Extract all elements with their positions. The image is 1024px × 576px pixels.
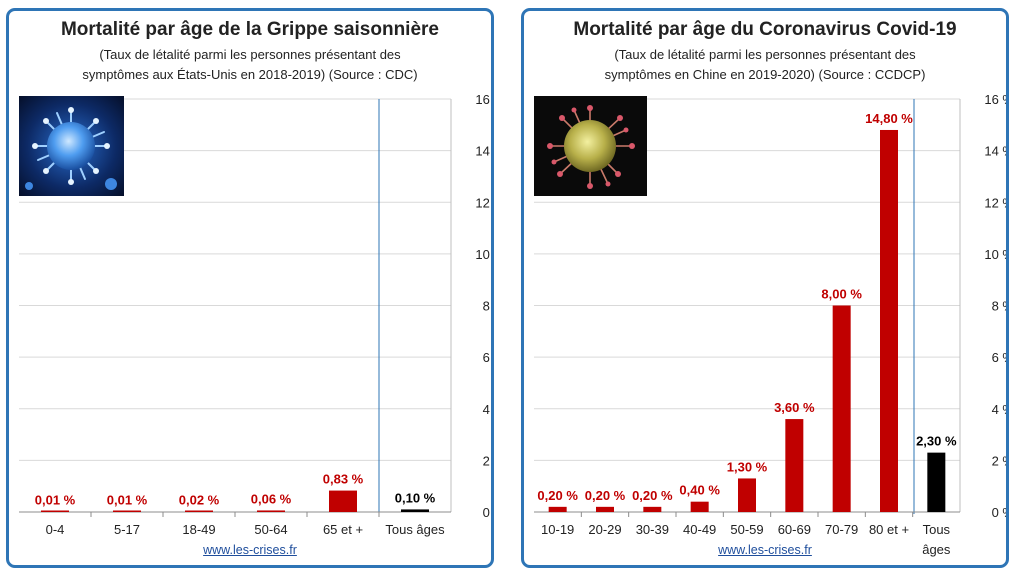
chart-subtitle-line2: symptômes aux États-Unis en 2018-2019) (… [82, 67, 418, 82]
x-tick-label: 30-39 [636, 522, 669, 537]
chart-subtitle-line1: (Taux de létalité parmi les personnes pr… [99, 47, 401, 62]
bar [401, 509, 429, 512]
bar [927, 452, 946, 512]
bar [596, 506, 614, 512]
x-tick-label: 70-79 [825, 522, 858, 537]
bar [185, 510, 213, 512]
y-tick-label: 10 % [475, 247, 491, 262]
y-tick-label: 12 % [475, 195, 491, 210]
data-label: 0,01 % [35, 493, 76, 508]
y-tick-label: 4 % [992, 402, 1006, 417]
x-tick-label: 65 et + [323, 522, 363, 537]
data-label: 0,83 % [323, 472, 364, 487]
x-tick-label: 18-49 [182, 522, 215, 537]
les-crises-link[interactable]: www.les-crises.fr [203, 543, 297, 557]
footer-link-container: www.les-crises.fr [9, 543, 491, 557]
coronavirus-image [534, 96, 647, 196]
chart-subtitle-line2: symptômes en Chine en 2019-2020) (Source… [604, 67, 926, 82]
x-tick-label: 80 et + [869, 522, 909, 537]
bar [738, 478, 756, 512]
bar [785, 419, 804, 512]
x-tick-label: 20-29 [588, 522, 621, 537]
data-label: 1,30 % [727, 459, 768, 474]
y-tick-label: 16 % [984, 92, 1006, 107]
bar [690, 501, 709, 512]
y-tick-label: 12 % [984, 195, 1006, 210]
data-label: 0,01 % [107, 493, 148, 508]
x-tick-label: âges [922, 542, 951, 557]
x-tick-label: 50-64 [254, 522, 287, 537]
bar [548, 506, 567, 512]
data-label: 14,80 % [865, 111, 913, 126]
y-tick-label: 0 % [483, 505, 491, 520]
y-tick-label: 2 % [992, 453, 1006, 468]
data-label: 0,20 % [537, 488, 578, 503]
bar [257, 510, 285, 512]
flu-chart-panel: Mortalité par âge de la Grippe saisonniè… [6, 8, 494, 568]
x-tick-label: 40-49 [683, 522, 716, 537]
bar [643, 506, 662, 512]
data-label: 0,20 % [632, 488, 673, 503]
y-tick-label: 6 % [992, 350, 1006, 365]
chart-title: Mortalité par âge du Coronavirus Covid-1… [573, 19, 957, 40]
footer-link-container: www.les-crises.fr [524, 543, 1006, 557]
data-label: 0,02 % [179, 492, 220, 507]
data-label: 0,40 % [679, 483, 720, 498]
y-tick-label: 14 % [475, 144, 491, 159]
y-tick-label: 10 % [984, 247, 1006, 262]
y-tick-label: 16 % [475, 92, 491, 107]
bar [329, 490, 357, 512]
chart-subtitle-line1: (Taux de létalité parmi les personnes pr… [614, 47, 916, 62]
data-label: 8,00 % [821, 287, 862, 302]
data-label: 0,06 % [251, 491, 292, 506]
covid-bar-chart: 0 % 2 % 4 % 6 % 8 % 10 % 12 % 14 % 16 % 0,20 % 10-… [534, 92, 1006, 557]
y-tick-label: 8 % [483, 299, 491, 314]
x-tick-label: Tous [923, 522, 951, 537]
data-label: 0,20 % [585, 488, 626, 503]
covid-chart-panel: Mortalité par âge du Coronavirus Covid-1… [521, 8, 1009, 568]
bar [113, 510, 141, 512]
x-tick-label: 60-69 [778, 522, 811, 537]
x-tick-label: Tous âges [385, 522, 445, 537]
chart-title: Mortalité par âge de la Grippe saisonniè… [60, 19, 439, 40]
bar [880, 129, 898, 512]
x-tick-label: 50-59 [730, 522, 763, 537]
bar [41, 510, 69, 512]
x-tick-label: 0-4 [46, 522, 65, 537]
y-tick-label: 0 % [992, 505, 1006, 520]
x-tick-label: 10-19 [541, 522, 574, 537]
y-tick-label: 6 % [483, 350, 491, 365]
y-tick-label: 2 % [483, 453, 491, 468]
flu-virus-image [19, 96, 124, 196]
flu-bar-chart: 0 % 2 % 4 % 6 % 8 % 10 % 12 % 14 % 16 % 0,01 % 0-4… [19, 92, 491, 537]
les-crises-link[interactable]: www.les-crises.fr [718, 543, 812, 557]
bar [832, 305, 851, 512]
data-label: 3,60 % [774, 400, 815, 415]
data-label: 0,10 % [395, 490, 436, 505]
data-label: 2,30 % [916, 434, 957, 449]
x-tick-label: 5-17 [114, 522, 140, 537]
y-tick-label: 14 % [984, 144, 1006, 159]
y-tick-label: 4 % [483, 402, 491, 417]
y-tick-label: 8 % [992, 299, 1006, 314]
